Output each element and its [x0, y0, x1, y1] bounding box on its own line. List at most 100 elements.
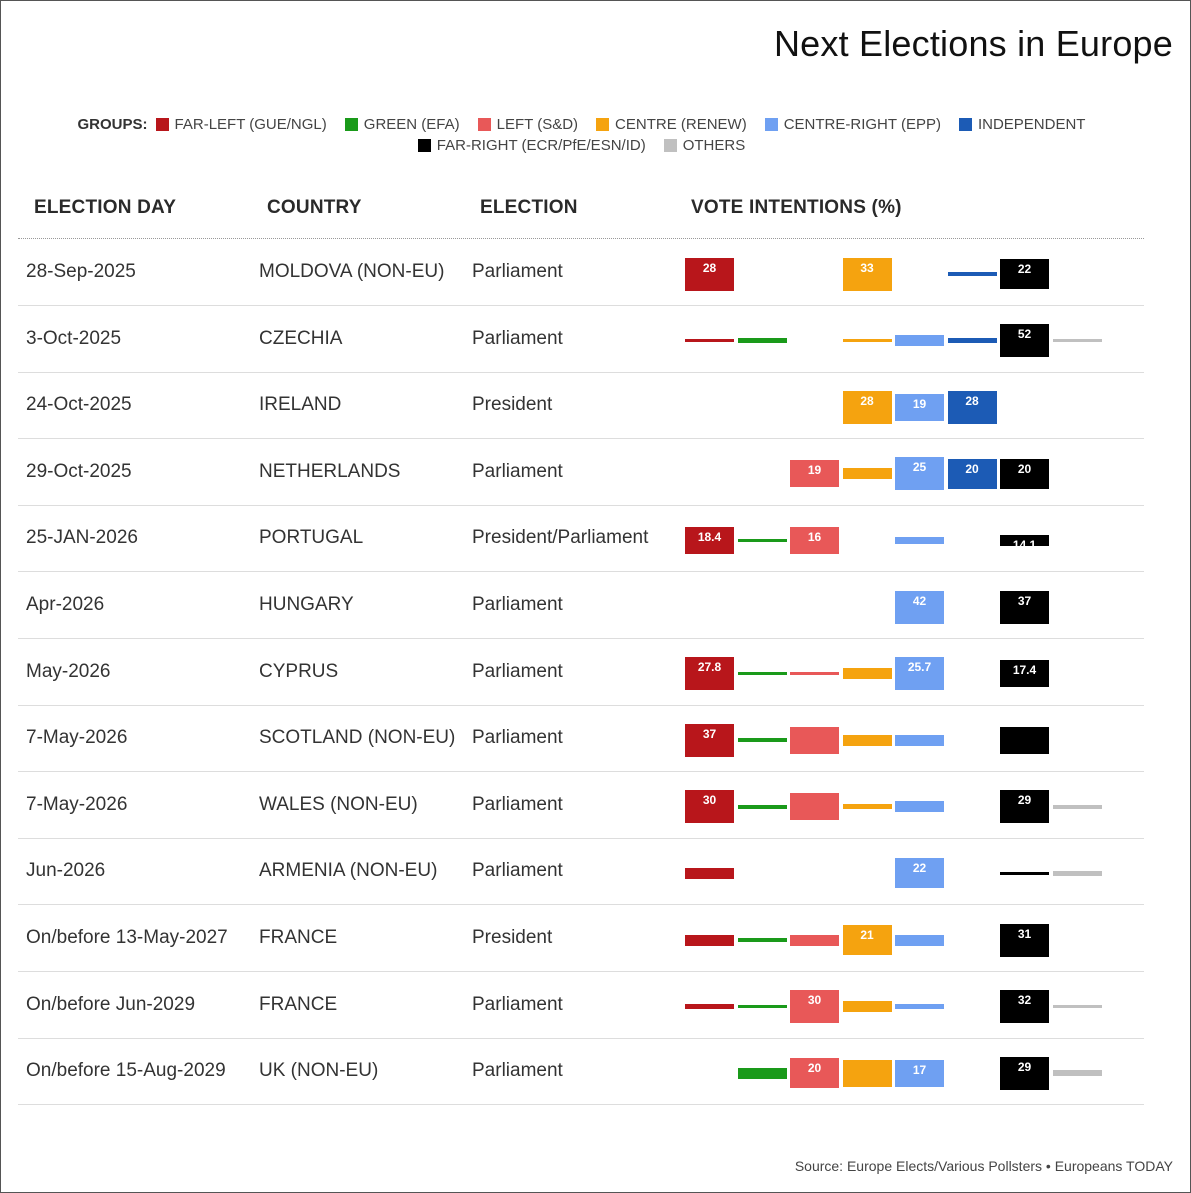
legend-label: FAR-RIGHT (ECR/PfE/ESN/ID)	[436, 137, 646, 154]
vote-bars: 21 31	[685, 905, 1144, 971]
vote-bar	[737, 937, 787, 943]
legend-label: CENTRE-RIGHT (EPP)	[783, 116, 941, 133]
election-type: Parliament	[472, 1060, 563, 1082]
vote-bars: 30 29	[685, 772, 1144, 838]
vote-bar: 30	[685, 790, 734, 824]
vote-bars: 42 37	[685, 572, 1144, 638]
country-name: FRANCE	[259, 927, 338, 948]
vote-bars: 28 33 22	[685, 239, 1144, 305]
legend-item: OTHERS	[663, 137, 745, 154]
table-row: On/before 13-May-2027 FRANCE President 21 31	[18, 905, 1144, 972]
legend-swatch	[155, 118, 169, 131]
election-type: Parliament	[472, 594, 563, 615]
country-name: CZECHIA	[259, 327, 343, 349]
vote-bar-label: 16	[807, 529, 822, 544]
vote-bar: 14.1	[1000, 534, 1049, 552]
vote-bar	[947, 338, 997, 344]
chart-title: Next Elections in Europe	[773, 23, 1173, 64]
legend-swatch	[417, 139, 431, 152]
vote-bar	[842, 468, 892, 480]
legend-swatch	[596, 118, 610, 131]
country-name: IRELAND	[259, 394, 342, 416]
vote-bar-label: 30	[702, 793, 717, 808]
country-name: WALES (NON-EU)	[259, 793, 418, 815]
vote-bar: 25	[895, 457, 944, 491]
table-row: Jun-2026 ARMENIA (NON-EU) Parliament 22	[18, 838, 1144, 906]
vote-bar-label: 18.4	[697, 529, 722, 544]
vote-bars: 18.4 16 14.1	[685, 505, 1144, 571]
legend-item: CENTRE (RENEW)	[596, 116, 747, 133]
vote-bar	[737, 738, 787, 742]
vote-bar	[1000, 726, 1049, 754]
table-row: On/before 15-Aug-2029 UK (NON-EU) Parliame…	[18, 1038, 1144, 1106]
vote-bar: 17	[895, 1059, 944, 1087]
legend-swatch	[477, 118, 491, 131]
vote-bar-label: 17.4	[1012, 663, 1037, 678]
election-date: May-2026	[26, 660, 111, 682]
vote-bar-label: 14.1	[1012, 537, 1037, 552]
election-date: 25-JAN-2026	[26, 527, 138, 549]
vote-bar-label: 31	[1017, 926, 1032, 941]
vote-bar: 30	[790, 990, 839, 1024]
vote-bar-label: 29	[1017, 1059, 1032, 1074]
vote-bar-label: 22	[1017, 262, 1032, 276]
election-date: On/before 15-Aug-2029	[26, 1060, 226, 1082]
election-type: Parliament	[472, 727, 563, 749]
vote-bar-label: 30	[807, 993, 822, 1008]
vote-bar	[790, 672, 839, 676]
vote-bar	[737, 538, 787, 542]
vote-bar	[842, 668, 892, 680]
vote-bar-label: 37	[1017, 593, 1032, 608]
legend-swatch	[958, 118, 972, 131]
election-type: Parliament	[472, 261, 563, 282]
table-row: 7-May-2026 WALES (NON-EU) Parliament 30 29	[18, 772, 1144, 839]
vote-bars: 22	[685, 838, 1144, 904]
vote-bar-label: 52	[1017, 327, 1032, 342]
country-name: PORTUGAL	[259, 527, 364, 549]
table-row: Apr-2026 HUNGARY Parliament 42 37	[18, 572, 1144, 639]
vote-bar	[790, 934, 839, 946]
election-type: Parliament	[472, 860, 563, 882]
vote-bar: 18.4	[685, 526, 734, 554]
vote-bar-label: 20	[807, 1061, 822, 1076]
vote-bar: 20	[1000, 458, 1049, 489]
vote-bar-label: 28	[702, 260, 717, 275]
vote-bar: 33	[842, 257, 892, 291]
vote-bar	[685, 867, 734, 879]
election-type: Parliament	[472, 660, 563, 682]
source-note: Source: Europe Elects/Various Pollsters …	[794, 1158, 1173, 1174]
vote-bar-label: 21	[860, 928, 874, 942]
election-date: Jun-2026	[26, 860, 106, 882]
election-date: 7-May-2026	[26, 727, 128, 749]
legend-swatch	[663, 139, 677, 152]
legend-label: GREEN (EFA)	[363, 116, 460, 133]
vote-bar	[737, 672, 787, 676]
vote-bar: 29	[1000, 1056, 1049, 1090]
legend-item: INDEPENDENT	[958, 116, 1085, 133]
country-name: MOLDOVA (NON-EU)	[259, 261, 445, 282]
election-type: President	[472, 394, 553, 416]
vote-bar	[685, 338, 734, 343]
vote-bar: 28	[685, 257, 734, 291]
vote-bar-label: 29	[1017, 793, 1032, 808]
election-date: Apr-2026	[26, 594, 105, 615]
election-type: Parliament	[472, 793, 563, 815]
vote-bar-label: 42	[912, 593, 927, 608]
legend-row: GROUPS: FAR-LEFT (GUE/NGL) GREEN (EFA) LEF…	[1, 116, 1162, 133]
vote-bar-label: 20	[1017, 461, 1032, 476]
vote-bar	[842, 338, 892, 343]
vote-bar: 32	[1000, 990, 1049, 1024]
election-date: On/before 13-May-2027	[26, 927, 228, 948]
vote-bar: 22	[895, 858, 944, 889]
table-row: 7-May-2026 SCOTLAND (NON-EU) Parliament 37	[18, 705, 1144, 773]
vote-bars: 28 19 28	[685, 372, 1144, 438]
election-date: 29-Oct-2025	[26, 460, 132, 482]
country-name: NETHERLANDS	[259, 460, 401, 482]
vote-bar: 19	[790, 460, 839, 488]
vote-bar-label: 33	[860, 260, 874, 275]
vote-bar	[685, 934, 734, 946]
legend-item: FAR-RIGHT (ECR/PfE/ESN/ID)	[417, 137, 646, 154]
vote-bar-label: 28	[860, 393, 874, 408]
legend-item: GREEN (EFA)	[344, 116, 460, 133]
